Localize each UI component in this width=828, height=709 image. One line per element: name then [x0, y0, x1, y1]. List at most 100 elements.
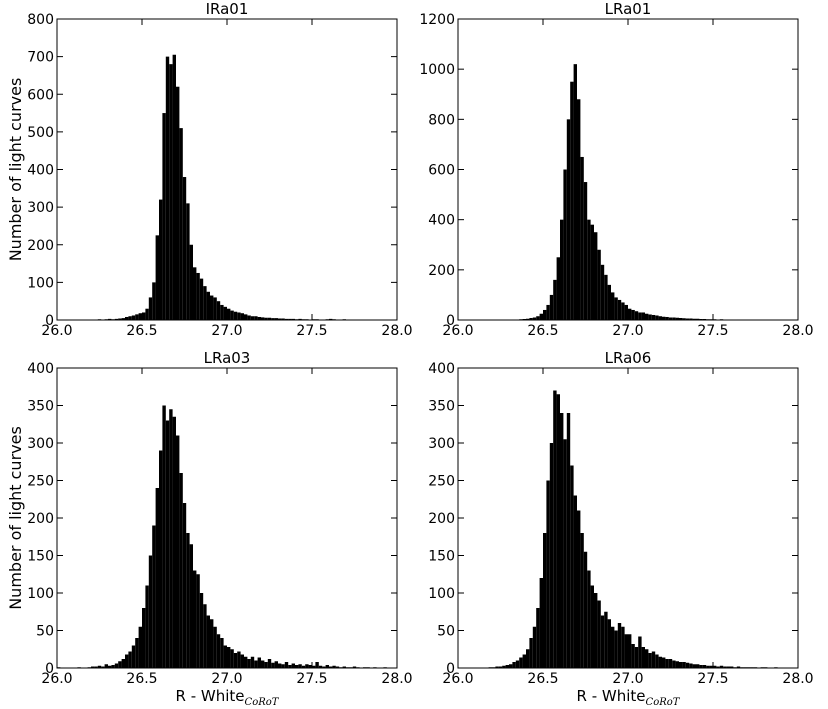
bar [696, 318, 700, 320]
y-tick-label: 350 [27, 399, 54, 415]
x-tick-label: 27.0 [211, 671, 242, 687]
x-tick-label: 27.5 [697, 323, 728, 339]
x-axis-label-subscript: CoRoT [646, 697, 681, 708]
panel: LRa01 26.0 26.5 27.0 27.5 28.0 0 200 400 600 800 10… [419, 0, 813, 339]
y-tick-label: 800 [27, 12, 54, 28]
bar [220, 304, 224, 320]
y-tick-label: 400 [428, 213, 455, 229]
bar [549, 443, 554, 668]
bar [624, 634, 628, 668]
bar [193, 570, 197, 668]
bar [274, 318, 278, 320]
y-tick-label: 1200 [419, 12, 455, 28]
bar [611, 292, 615, 320]
bar [203, 604, 207, 668]
bar [274, 661, 278, 668]
bar [281, 664, 285, 668]
bar [522, 318, 526, 320]
bar [223, 645, 227, 668]
y-axis-label: Number of light curves [6, 426, 25, 610]
bar [590, 585, 594, 668]
bar [159, 199, 163, 320]
bar [261, 660, 265, 668]
bar [563, 169, 567, 320]
bar [135, 314, 139, 320]
x-tick-label: 28.0 [782, 671, 813, 687]
axes-frame [457, 367, 799, 669]
y-tick-label: 400 [27, 361, 54, 377]
bar [210, 619, 214, 668]
bar [502, 665, 506, 668]
bar [108, 665, 112, 668]
bar [172, 416, 176, 668]
bar [298, 664, 302, 668]
bar [189, 544, 193, 668]
bar [522, 654, 526, 668]
bar [165, 420, 170, 668]
y-tick-label: 300 [27, 436, 54, 452]
bar [278, 318, 282, 320]
bar [247, 659, 251, 668]
bar [176, 86, 180, 320]
bar [726, 666, 730, 668]
x-tick-label: 28.0 [381, 671, 412, 687]
x-tick-label: 27.5 [697, 671, 728, 687]
bar [509, 664, 513, 668]
y-tick-label: 0 [45, 661, 54, 677]
y-tick-label: 600 [428, 163, 455, 179]
bar [182, 503, 187, 668]
bar [675, 661, 679, 668]
bar [291, 318, 295, 320]
bar [128, 316, 132, 320]
y-tick-label: 350 [428, 399, 455, 415]
bar [312, 665, 316, 668]
bar [702, 318, 707, 320]
y-tick-label: 400 [27, 163, 54, 179]
bar [101, 666, 105, 668]
x-tick-label: 26.5 [126, 671, 157, 687]
bar [614, 297, 618, 320]
bar [570, 81, 574, 320]
bar [658, 656, 662, 668]
bar [641, 647, 645, 668]
bar [549, 294, 554, 320]
bar [529, 317, 533, 320]
bar [617, 299, 622, 320]
bar [699, 665, 703, 668]
bar [193, 267, 197, 320]
bar [682, 662, 686, 668]
y-tick-label: 200 [428, 511, 455, 527]
bar [305, 664, 309, 668]
bar [638, 636, 642, 668]
bar [719, 665, 724, 668]
x-axis-label-main: R - White [577, 687, 646, 705]
x-tick-label: 26.0 [442, 671, 473, 687]
bar [135, 638, 139, 668]
bar [716, 666, 720, 668]
bar [138, 313, 142, 320]
bar [206, 291, 210, 320]
bar [298, 318, 302, 320]
bar [227, 308, 231, 320]
bar [512, 662, 516, 668]
bar [655, 315, 659, 320]
bar [172, 54, 176, 321]
bar [196, 272, 200, 320]
bar [196, 574, 200, 668]
bar [672, 317, 676, 320]
bar [230, 310, 234, 320]
bar [213, 297, 217, 320]
bar [199, 278, 204, 320]
bar [706, 665, 710, 668]
bar [736, 666, 741, 668]
bar [250, 316, 255, 320]
bar [648, 314, 652, 320]
bar [254, 316, 258, 320]
bar [543, 309, 547, 320]
bar [114, 318, 119, 320]
axes-frame [457, 18, 799, 321]
bar [600, 615, 605, 668]
bar [713, 665, 717, 668]
bar [295, 665, 299, 668]
